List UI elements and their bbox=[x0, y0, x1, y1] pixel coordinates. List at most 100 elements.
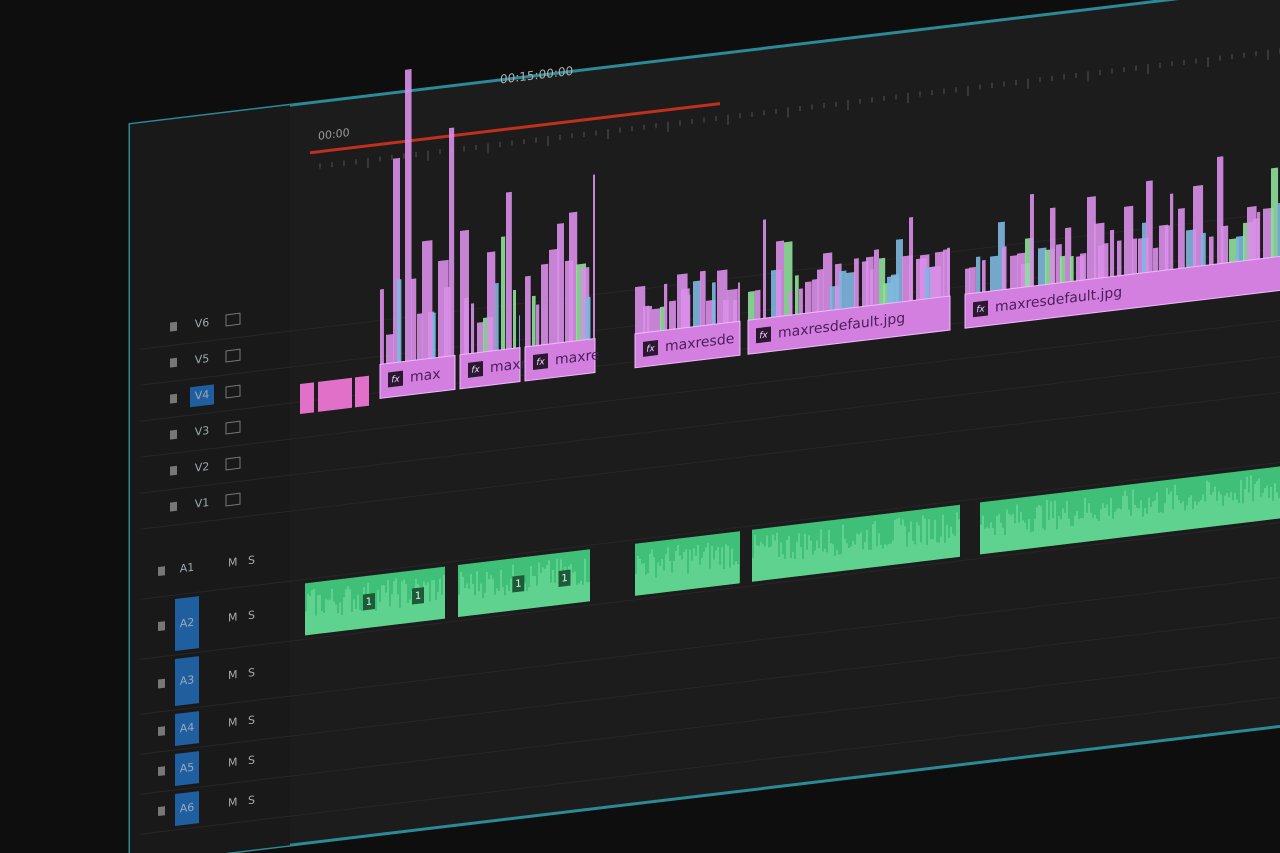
keyframe-bar bbox=[1236, 235, 1245, 262]
track-divider bbox=[140, 349, 1280, 494]
keyframe-bar bbox=[1098, 245, 1104, 279]
video-clip bbox=[379, 354, 456, 399]
keyframe-bar bbox=[748, 291, 755, 321]
keyframe-bar bbox=[1010, 255, 1018, 289]
fx-label: fx bbox=[976, 304, 985, 315]
keyframe-bar bbox=[965, 268, 971, 295]
keyframe-bar bbox=[1030, 193, 1034, 287]
keyframe-bar bbox=[536, 304, 540, 346]
keyframe-bar bbox=[1221, 225, 1229, 264]
video-track-label: V5 bbox=[195, 352, 209, 367]
keyframe-bar bbox=[541, 263, 549, 346]
video-track-label: V6 bbox=[195, 316, 209, 331]
keyframe-bar bbox=[1087, 196, 1096, 280]
keyframe-bar bbox=[669, 300, 676, 330]
keyframe-bar bbox=[817, 269, 824, 312]
audio-clip-label: 1 bbox=[561, 573, 567, 585]
video-clip-fragment bbox=[355, 375, 369, 408]
keyframe-bar bbox=[896, 238, 903, 303]
video-clip bbox=[459, 347, 521, 390]
lock-icon bbox=[170, 429, 177, 440]
lock-icon bbox=[170, 357, 177, 368]
keyframe-bar bbox=[417, 313, 423, 360]
keyframe-bar bbox=[449, 127, 455, 357]
keyframe-bar bbox=[432, 312, 436, 359]
keyframe-bar bbox=[1060, 255, 1066, 283]
mute-button: M bbox=[228, 556, 237, 570]
keyframe-bar bbox=[525, 275, 531, 348]
keyframe-bar bbox=[444, 286, 451, 357]
video-clip-fragment bbox=[340, 377, 352, 410]
keyframe-bar bbox=[1038, 247, 1047, 286]
audio-clip bbox=[752, 504, 960, 582]
track-target bbox=[175, 751, 199, 786]
eye-icon bbox=[225, 348, 241, 363]
keyframe-bar bbox=[519, 315, 520, 348]
keyframe-bar bbox=[386, 333, 394, 364]
fx-badge bbox=[643, 340, 658, 357]
keyframe-bar bbox=[909, 217, 914, 301]
keyframe-bar bbox=[549, 248, 560, 345]
track-divider bbox=[140, 570, 1280, 715]
work-area-bar bbox=[310, 102, 720, 155]
clip-marker bbox=[512, 575, 525, 593]
track-divider bbox=[140, 610, 1280, 755]
keyframe-bar bbox=[733, 299, 738, 323]
fx-badge bbox=[973, 300, 988, 318]
keyframe-bar bbox=[1103, 242, 1109, 278]
video-track-label: V3 bbox=[195, 424, 209, 439]
solo-button: S bbox=[248, 793, 255, 807]
track-target bbox=[190, 384, 214, 408]
video-clip bbox=[747, 295, 951, 355]
track-target bbox=[175, 656, 199, 706]
lock-icon bbox=[170, 465, 177, 476]
eye-icon bbox=[225, 384, 241, 399]
solo-button: S bbox=[248, 713, 255, 727]
keyframe-bar bbox=[700, 270, 706, 327]
track-divider bbox=[140, 515, 1280, 660]
fx-label: fx bbox=[391, 374, 400, 385]
track-divider bbox=[140, 313, 1280, 458]
track-divider bbox=[140, 690, 1280, 835]
keyframe-bar bbox=[763, 219, 767, 319]
audio-clip-label: 1 bbox=[366, 596, 372, 608]
keyframe-bar bbox=[1142, 222, 1147, 273]
keyframe-bar bbox=[397, 279, 402, 363]
clip-name: max bbox=[410, 366, 440, 386]
keyframe-bar bbox=[569, 211, 578, 342]
lock-icon bbox=[158, 766, 165, 777]
keyframe-bar bbox=[464, 297, 469, 355]
keyframe-bar bbox=[585, 296, 591, 340]
keyframe-bar bbox=[1132, 238, 1138, 275]
solo-button: S bbox=[248, 553, 255, 567]
clip-name: maxre bbox=[555, 347, 600, 368]
track-target bbox=[175, 711, 199, 746]
solo-button: S bbox=[248, 608, 255, 622]
clip-name: maxr bbox=[490, 356, 526, 376]
keyframe-bar bbox=[805, 281, 812, 314]
keyframe-bar bbox=[593, 174, 595, 339]
keyframe-bar bbox=[854, 258, 859, 308]
clip-marker bbox=[412, 587, 424, 605]
lock-icon bbox=[158, 806, 165, 817]
keyframe-bar bbox=[513, 289, 517, 349]
eye-icon bbox=[225, 492, 241, 507]
keyframe-bar bbox=[935, 251, 945, 298]
track-target bbox=[175, 791, 199, 826]
keyframe-bar bbox=[501, 236, 506, 350]
keyframe-bar bbox=[495, 282, 499, 351]
mute-button: M bbox=[228, 668, 237, 682]
keyframe-bar bbox=[660, 306, 665, 331]
keyframe-bar bbox=[635, 285, 646, 334]
keyframe-bar bbox=[532, 295, 536, 347]
keyframe-bar bbox=[982, 259, 986, 293]
keyframe-bar bbox=[1193, 184, 1204, 267]
keyframe-bar bbox=[1080, 252, 1087, 281]
video-clip bbox=[524, 338, 596, 382]
mute-button: M bbox=[228, 796, 237, 810]
keyframe-bar bbox=[969, 266, 976, 294]
video-clip-fragment bbox=[318, 379, 340, 412]
